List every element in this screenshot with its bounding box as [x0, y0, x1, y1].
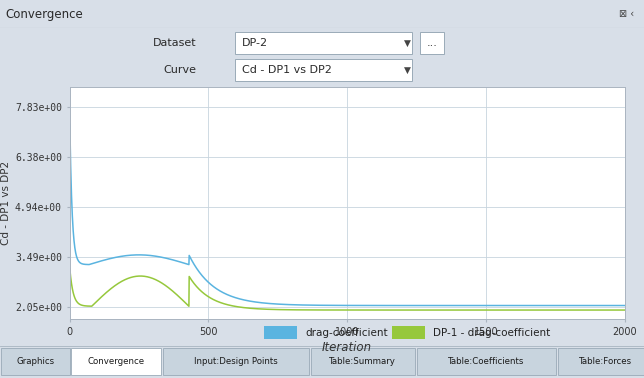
FancyBboxPatch shape: [163, 348, 309, 375]
drag-coefficient: [66, 122, 73, 127]
Text: Graphics: Graphics: [16, 357, 55, 366]
Text: DP-2: DP-2: [242, 38, 268, 48]
Text: Dataset: Dataset: [153, 38, 196, 48]
Line: DP-1 - drag-coefficient: DP-1 - drag-coefficient: [70, 269, 625, 310]
FancyBboxPatch shape: [235, 59, 412, 81]
DP-1 - drag-coefficient: [605, 308, 612, 312]
Text: ⊠ ‹: ⊠ ‹: [620, 9, 634, 19]
Text: ▼: ▼: [404, 65, 412, 74]
FancyBboxPatch shape: [264, 326, 297, 339]
drag-coefficient: [621, 303, 629, 308]
DP-1 - drag-coefficient: [503, 308, 511, 312]
drag-coefficient: [94, 260, 102, 264]
Text: Table:Summary: Table:Summary: [330, 357, 396, 366]
FancyBboxPatch shape: [392, 326, 425, 339]
DP-1 - drag-coefficient: [321, 308, 329, 312]
Text: Convergence: Convergence: [5, 8, 83, 21]
Text: ▼: ▼: [404, 39, 412, 48]
drag-coefficient: [605, 303, 612, 308]
FancyBboxPatch shape: [235, 32, 412, 54]
FancyBboxPatch shape: [1, 348, 70, 375]
DP-1 - drag-coefficient: [336, 308, 343, 312]
FancyBboxPatch shape: [311, 348, 415, 375]
Text: DP-1 - drag-coefficient: DP-1 - drag-coefficient: [433, 328, 551, 338]
Text: Input:Design Points: Input:Design Points: [194, 357, 278, 366]
Text: ...: ...: [427, 38, 437, 48]
Text: Cd - DP1 vs DP2: Cd - DP1 vs DP2: [242, 65, 332, 75]
Y-axis label: Cd - DP1 vs DP2: Cd - DP1 vs DP2: [1, 161, 11, 245]
Line: drag-coefficient: drag-coefficient: [70, 124, 625, 305]
Text: Table:Forces: Table:Forces: [580, 357, 632, 366]
drag-coefficient: [605, 303, 612, 308]
FancyBboxPatch shape: [558, 348, 644, 375]
drag-coefficient: [503, 303, 511, 308]
drag-coefficient: [321, 303, 329, 308]
Text: Curve: Curve: [164, 65, 196, 75]
Text: drag-coefficient: drag-coefficient: [305, 328, 388, 338]
FancyBboxPatch shape: [417, 348, 556, 375]
DP-1 - drag-coefficient: [621, 308, 629, 312]
drag-coefficient: [336, 303, 343, 308]
FancyBboxPatch shape: [71, 348, 161, 375]
FancyBboxPatch shape: [420, 32, 444, 54]
X-axis label: Iteration: Iteration: [322, 341, 372, 354]
Text: Table:Coefficients: Table:Coefficients: [448, 357, 524, 366]
DP-1 - drag-coefficient: [94, 298, 102, 302]
Text: Convergence: Convergence: [88, 357, 145, 366]
DP-1 - drag-coefficient: [66, 266, 73, 271]
DP-1 - drag-coefficient: [605, 308, 612, 312]
